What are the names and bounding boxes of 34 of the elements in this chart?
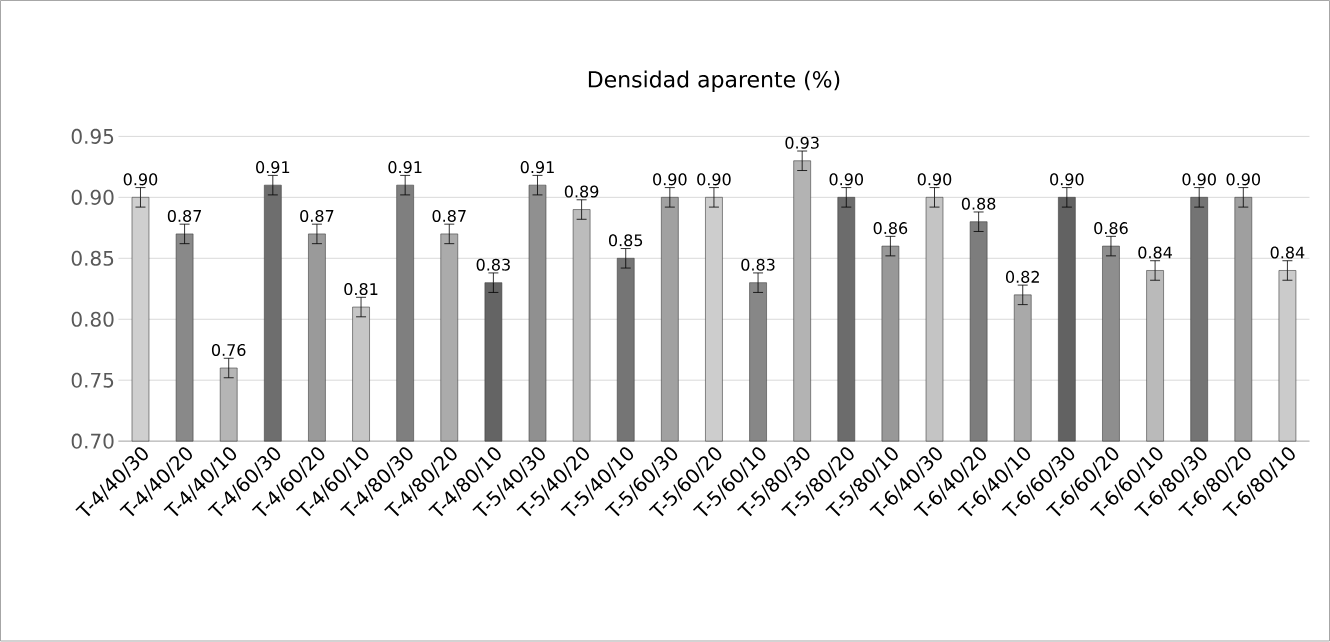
chart-title: Densidad aparente (%) bbox=[588, 70, 840, 93]
y-tick-label: 0.70 bbox=[71, 433, 114, 449]
data-label: 0.83 bbox=[741, 258, 775, 271]
data-label: 0.86 bbox=[1094, 222, 1128, 235]
y-tick-label: 0.90 bbox=[71, 190, 114, 206]
data-label: 0.91 bbox=[520, 161, 554, 174]
data-label: 0.90 bbox=[1182, 173, 1216, 186]
data-label: 0.88 bbox=[961, 197, 996, 211]
data-label: 0.90 bbox=[917, 173, 952, 186]
data-label: 0.87 bbox=[432, 210, 466, 223]
data-label: 0.81 bbox=[344, 283, 378, 296]
data-label: 0.90 bbox=[653, 173, 687, 186]
data-label: 0.90 bbox=[123, 173, 158, 186]
data-label: 0.91 bbox=[256, 161, 290, 174]
y-tick-label: 0.80 bbox=[71, 311, 114, 328]
data-label: 0.87 bbox=[300, 210, 334, 223]
data-label: 0.90 bbox=[1226, 173, 1261, 186]
y-tick-label: 0.95 bbox=[71, 129, 114, 145]
data-label: 0.90 bbox=[697, 173, 731, 186]
data-label: 0.90 bbox=[829, 173, 864, 186]
data-label: 0.85 bbox=[608, 234, 643, 247]
data-label: 0.89 bbox=[564, 185, 599, 198]
data-label: 0.83 bbox=[476, 258, 510, 271]
data-label: 0.91 bbox=[388, 161, 422, 174]
data-label: 0.87 bbox=[167, 210, 202, 223]
y-tick-label: 0.75 bbox=[71, 372, 114, 389]
y-tick-label: 0.85 bbox=[71, 251, 114, 267]
data-label: 0.84 bbox=[1138, 246, 1172, 259]
data-label: 0.86 bbox=[873, 222, 908, 235]
data-label: 0.90 bbox=[1050, 173, 1084, 186]
data-label: 0.76 bbox=[211, 344, 246, 357]
data-label: 0.82 bbox=[1005, 271, 1039, 284]
data-label: 0.93 bbox=[785, 136, 819, 150]
data-label: 0.84 bbox=[1270, 246, 1305, 259]
